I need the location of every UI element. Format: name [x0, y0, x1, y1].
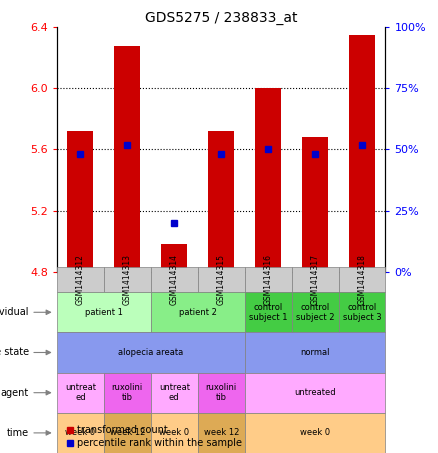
Bar: [198, 267, 245, 292]
Bar: [57, 333, 245, 372]
Bar: [245, 372, 385, 413]
Text: disease state: disease state: [0, 347, 29, 357]
Text: untreat
ed: untreat ed: [159, 383, 190, 402]
Text: week 12: week 12: [204, 429, 239, 438]
Title: GDS5275 / 238833_at: GDS5275 / 238833_at: [145, 11, 297, 25]
Bar: [339, 267, 385, 292]
Text: GSM1414313: GSM1414313: [123, 254, 132, 305]
Text: patient 1: patient 1: [85, 308, 123, 317]
Text: control
subject 3: control subject 3: [343, 303, 381, 322]
Bar: [245, 267, 292, 292]
Bar: [151, 267, 198, 292]
Bar: [151, 413, 198, 453]
Legend: transformed count, percentile rank within the sample: transformed count, percentile rank withi…: [62, 421, 246, 452]
Bar: [198, 413, 245, 453]
Text: time: time: [7, 428, 29, 438]
Bar: [349, 35, 375, 272]
Text: GSM1414317: GSM1414317: [311, 254, 320, 305]
Text: GSM1414316: GSM1414316: [264, 254, 272, 305]
Bar: [67, 131, 93, 272]
Bar: [151, 292, 245, 333]
Bar: [302, 137, 328, 272]
Bar: [57, 413, 104, 453]
Text: GSM1414318: GSM1414318: [357, 254, 367, 305]
Bar: [114, 45, 140, 272]
Text: week 0: week 0: [159, 429, 189, 438]
Bar: [339, 292, 385, 333]
Bar: [57, 372, 104, 413]
Text: individual: individual: [0, 307, 29, 317]
Bar: [104, 267, 151, 292]
Bar: [104, 413, 151, 453]
Bar: [292, 267, 339, 292]
Bar: [255, 88, 281, 272]
Text: ruxolini
tib: ruxolini tib: [112, 383, 143, 402]
Text: GSM1414314: GSM1414314: [170, 254, 179, 305]
Text: GSM1414315: GSM1414315: [217, 254, 226, 305]
Bar: [151, 372, 198, 413]
Bar: [245, 413, 385, 453]
Bar: [198, 372, 245, 413]
Bar: [245, 333, 385, 372]
Text: alopecia areata: alopecia areata: [118, 348, 184, 357]
Bar: [208, 131, 234, 272]
Bar: [57, 292, 151, 333]
Text: week 0: week 0: [300, 429, 330, 438]
Text: ruxolini
tib: ruxolini tib: [205, 383, 237, 402]
Bar: [292, 292, 339, 333]
Bar: [161, 244, 187, 272]
Text: patient 2: patient 2: [179, 308, 217, 317]
Text: week 12: week 12: [110, 429, 145, 438]
Text: agent: agent: [0, 388, 29, 398]
Text: normal: normal: [300, 348, 330, 357]
Text: control
subject 2: control subject 2: [296, 303, 334, 322]
Bar: [104, 372, 151, 413]
Text: control
subject 1: control subject 1: [249, 303, 287, 322]
Bar: [57, 267, 104, 292]
Text: GSM1414312: GSM1414312: [76, 254, 85, 305]
Text: untreat
ed: untreat ed: [65, 383, 96, 402]
Text: week 0: week 0: [65, 429, 95, 438]
Bar: [245, 292, 292, 333]
Text: untreated: untreated: [294, 388, 336, 397]
